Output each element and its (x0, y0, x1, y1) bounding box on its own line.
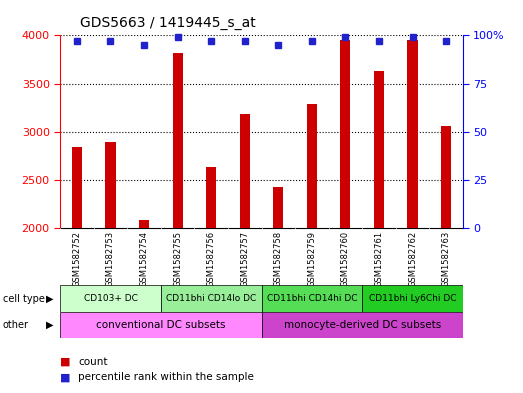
Text: GSM1582762: GSM1582762 (408, 231, 417, 287)
Bar (362, 285, 463, 312)
Text: cell type: cell type (3, 294, 44, 304)
Bar (273, 187, 283, 228)
Text: count: count (78, 356, 108, 367)
Text: CD11bhi CD14lo DC: CD11bhi CD14lo DC (166, 294, 256, 303)
Text: ▶: ▶ (46, 294, 53, 304)
Bar (441, 126, 451, 228)
Bar (340, 40, 350, 228)
Bar (307, 104, 317, 228)
Bar (262, 285, 362, 312)
Text: ■: ■ (60, 356, 71, 367)
Bar (60, 312, 262, 338)
Bar (161, 285, 262, 312)
Bar (139, 220, 149, 228)
Text: CD11bhi Ly6Chi DC: CD11bhi Ly6Chi DC (369, 294, 456, 303)
Text: GSM1582754: GSM1582754 (140, 231, 149, 287)
Text: other: other (3, 320, 29, 330)
Text: CD103+ DC: CD103+ DC (84, 294, 138, 303)
Text: percentile rank within the sample: percentile rank within the sample (78, 372, 254, 382)
Text: GSM1582757: GSM1582757 (240, 231, 249, 287)
Text: ■: ■ (60, 372, 71, 382)
Text: GSM1582753: GSM1582753 (106, 231, 115, 287)
Text: GSM1582760: GSM1582760 (341, 231, 350, 287)
Text: GDS5663 / 1419445_s_at: GDS5663 / 1419445_s_at (81, 16, 256, 30)
Bar (374, 71, 384, 228)
Text: monocyte-derived DC subsets: monocyte-derived DC subsets (283, 320, 441, 330)
Text: CD11bhi CD14hi DC: CD11bhi CD14hi DC (267, 294, 357, 303)
Bar (106, 142, 116, 228)
Bar (262, 312, 463, 338)
Text: GSM1582755: GSM1582755 (173, 231, 182, 287)
Text: GSM1582759: GSM1582759 (308, 231, 316, 287)
Text: GSM1582758: GSM1582758 (274, 231, 283, 287)
Text: GSM1582761: GSM1582761 (374, 231, 383, 287)
Bar (72, 147, 82, 228)
Bar (240, 114, 250, 228)
Bar (60, 285, 161, 312)
Text: conventional DC subsets: conventional DC subsets (96, 320, 225, 330)
Text: ▶: ▶ (46, 320, 53, 330)
Text: GSM1582763: GSM1582763 (441, 231, 451, 287)
Bar (206, 167, 216, 228)
Text: GSM1582752: GSM1582752 (72, 231, 82, 287)
Text: GSM1582756: GSM1582756 (207, 231, 215, 287)
Bar (173, 53, 183, 228)
Bar (407, 40, 417, 228)
